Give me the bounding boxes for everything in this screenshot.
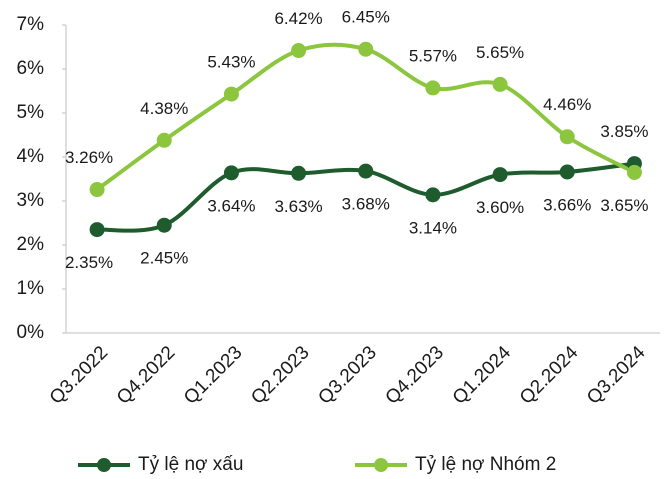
point [492, 76, 508, 92]
data-label: 3.60% [476, 198, 524, 217]
data-label: 2.35% [65, 253, 113, 272]
data-label: 3.63% [274, 197, 322, 216]
legend-label: Tỷ lệ nợ Nhóm 2 [415, 454, 556, 475]
data-label: 5.43% [207, 53, 255, 72]
point [89, 222, 105, 238]
point [291, 165, 307, 181]
data-label: 2.45% [140, 249, 188, 268]
data-label: 3.68% [342, 195, 390, 214]
data-label: 6.45% [342, 8, 390, 27]
x-tick-label: Q3.2024 [583, 342, 650, 409]
point [156, 132, 172, 148]
x-tick-label: Q4.2022 [113, 342, 179, 408]
x-tick-label: Q2.2024 [516, 342, 583, 409]
data-label: 3.64% [207, 196, 255, 215]
point [358, 163, 374, 179]
y-tick-label: 6% [17, 58, 45, 79]
data-label: 3.65% [600, 196, 648, 215]
legend-label: Tỷ lệ nợ xấu [138, 454, 243, 475]
data-label: 3.26% [65, 148, 113, 167]
x-tick-label: Q2.2023 [247, 342, 313, 408]
data-label: 3.66% [543, 195, 591, 214]
y-tick-label: 7% [17, 14, 45, 35]
y-tick-label: 0% [17, 322, 45, 343]
y-tick-label: 1% [17, 278, 45, 299]
data-label: 6.42% [274, 9, 322, 28]
point [156, 217, 172, 233]
y-tick-label: 3% [17, 190, 45, 211]
x-tick-label: Q3.2023 [314, 342, 380, 408]
point [559, 129, 575, 145]
point [291, 43, 307, 59]
data-label: 5.65% [476, 43, 524, 62]
point [425, 187, 441, 203]
data-label: 4.38% [140, 99, 188, 118]
y-tick-label: 2% [17, 234, 45, 255]
x-tick-label: Q1.2024 [449, 342, 516, 409]
data-label: 3.85% [600, 122, 648, 141]
point [358, 41, 374, 57]
point [223, 165, 239, 181]
legend-marker [97, 458, 111, 472]
x-tick-label: Q4.2023 [382, 342, 448, 408]
point [559, 164, 575, 180]
point [223, 86, 239, 102]
point [425, 80, 441, 96]
x-tick-label: Q3.2022 [46, 342, 112, 408]
data-label: 4.46% [543, 95, 591, 114]
point [89, 182, 105, 198]
legend-marker [374, 458, 388, 472]
x-tick-label: Q1.2023 [180, 342, 246, 408]
point [492, 167, 508, 183]
data-label: 5.57% [409, 46, 457, 65]
data-label: 3.14% [409, 218, 457, 237]
point [626, 164, 642, 180]
y-tick-label: 4% [17, 146, 45, 167]
y-tick-label: 5% [17, 102, 45, 123]
